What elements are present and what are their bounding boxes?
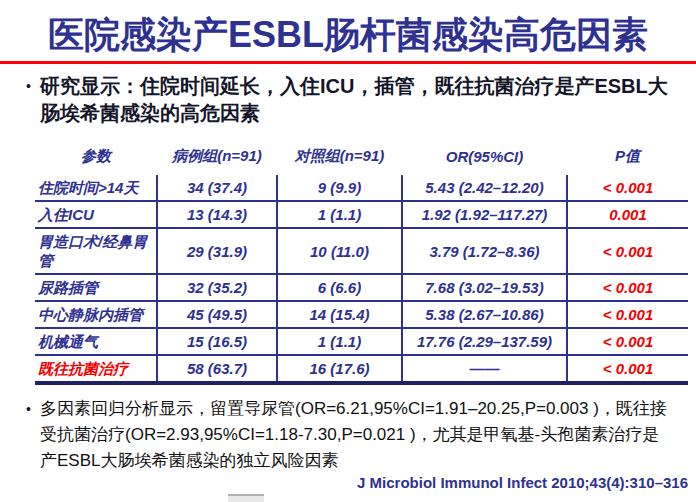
slide: 医院感染产ESBL肠杆菌感染高危因素 • 研究显示：住院时间延长，入住ICU，插… <box>0 0 696 502</box>
cell-parameter: 中心静脉内插管 <box>35 301 157 328</box>
col-header-case-group: 病例组(n=91) <box>157 144 277 175</box>
cell-controls: 1 (1.1) <box>277 201 402 228</box>
table-row: 机械通气 15 (16.5) 1 (1.1) 17.76 (2.29–137.5… <box>35 328 688 355</box>
cell-parameter: 机械通气 <box>35 328 157 355</box>
cell-p-value: < 0.001 <box>567 228 688 274</box>
cell-parameter: 入住ICU <box>35 201 157 228</box>
cell-controls: 1 (1.1) <box>277 328 402 355</box>
cell-parameter: 既往抗菌治疗 <box>35 355 157 383</box>
cell-p-value: < 0.001 <box>567 355 688 383</box>
journal-citation: J Microbiol Immunol Infect 2010;43(4):31… <box>357 474 688 491</box>
cell-cases: 32 (35.2) <box>157 274 277 301</box>
cell-cases: 34 (37.4) <box>157 175 277 201</box>
cell-controls: 9 (9.9) <box>277 175 402 201</box>
bullet-icon: • <box>26 396 40 474</box>
cell-cases: 58 (63.7) <box>157 355 277 383</box>
table-row: 住院时间>14天 34 (37.4) 9 (9.9) 5.43 (2.42–12… <box>35 175 688 201</box>
cell-controls: 6 (6.6) <box>277 274 402 301</box>
risk-factor-table: 参数 病例组(n=91) 对照组(n=91) OR(95%CI) P值 住院时间… <box>35 144 688 385</box>
bullet-icon: • <box>26 73 40 127</box>
cell-p-value: 0.001 <box>567 201 688 228</box>
col-header-parameter: 参数 <box>35 144 157 175</box>
cell-p-value: < 0.001 <box>567 274 688 301</box>
cell-controls: 16 (17.6) <box>277 355 402 383</box>
cell-p-value: < 0.001 <box>567 328 688 355</box>
col-header-or-ci: OR(95%CI) <box>402 144 567 175</box>
cell-or-ci: 7.68 (3.02–19.53) <box>402 274 567 301</box>
cell-or-ci: 3.79 (1.72–8.36) <box>402 228 567 274</box>
multivariate-bullet: • 多因素回归分析显示，留置导尿管(OR=6.21,95%CI=1.91–20.… <box>26 396 672 474</box>
cell-or-ci: —— <box>402 355 567 383</box>
cell-parameter: 胃造口术/经鼻胃管 <box>35 228 157 274</box>
multivariate-text: 多因素回归分析显示，留置导尿管(OR=6.21,95%CI=1.91–20.25… <box>40 396 672 474</box>
table-row: 入住ICU 13 (14.3) 1 (1.1) 1.92 (1.92–117.2… <box>35 201 688 228</box>
cell-p-value: < 0.001 <box>567 301 688 328</box>
cell-cases: 15 (16.5) <box>157 328 277 355</box>
table-row: 中心静脉内插管 45 (49.5) 14 (15.4) 5.38 (2.67–1… <box>35 301 688 328</box>
cell-cases: 45 (49.5) <box>157 301 277 328</box>
col-header-control-group: 对照组(n=91) <box>277 144 402 175</box>
cell-or-ci: 1.92 (1.92–117.27) <box>402 201 567 228</box>
table-header-row: 参数 病例组(n=91) 对照组(n=91) OR(95%CI) P值 <box>35 144 688 175</box>
col-header-p-value: P值 <box>567 144 688 175</box>
summary-text: 研究显示：住院时间延长，入住ICU，插管，既往抗菌治疗是产ESBL大肠埃希菌感染… <box>40 73 670 127</box>
cell-p-value: < 0.001 <box>567 175 688 201</box>
cell-or-ci: 5.38 (2.67–10.86) <box>402 301 567 328</box>
bottom-edge-widget <box>228 494 264 502</box>
table-row: 既往抗菌治疗 58 (63.7) 16 (17.6) —— < 0.001 <box>35 355 688 383</box>
cell-controls: 14 (15.4) <box>277 301 402 328</box>
summary-bullet: • 研究显示：住院时间延长，入住ICU，插管，既往抗菌治疗是产ESBL大肠埃希菌… <box>26 73 670 127</box>
cell-controls: 10 (11.0) <box>277 228 402 274</box>
cell-or-ci: 5.43 (2.42–12.20) <box>402 175 567 201</box>
cell-or-ci: 17.76 (2.29–137.59) <box>402 328 567 355</box>
cell-cases: 29 (31.9) <box>157 228 277 274</box>
cell-parameter: 住院时间>14天 <box>35 175 157 201</box>
page-title: 医院感染产ESBL肠杆菌感染高危因素 <box>8 13 688 57</box>
title-divider <box>0 61 696 64</box>
table-row: 尿路插管 32 (35.2) 6 (6.6) 7.68 (3.02–19.53)… <box>35 274 688 301</box>
cell-cases: 13 (14.3) <box>157 201 277 228</box>
cell-parameter: 尿路插管 <box>35 274 157 301</box>
table-row: 胃造口术/经鼻胃管 29 (31.9) 10 (11.0) 3.79 (1.72… <box>35 228 688 274</box>
